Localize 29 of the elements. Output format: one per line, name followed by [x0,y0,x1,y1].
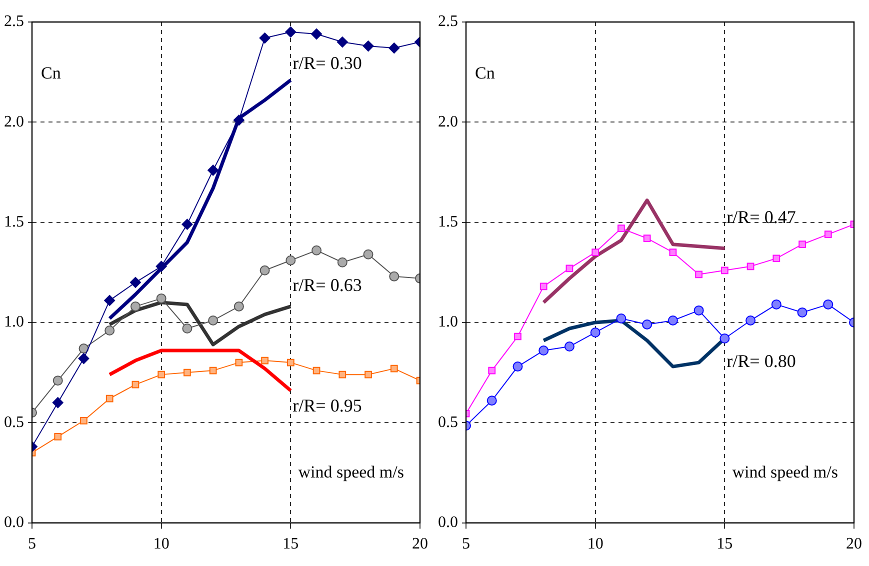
y-tick-label: 2.0 [438,113,458,130]
annotation: r/R= 0.95 [292,395,362,416]
x-tick-label: 10 [153,536,170,553]
y-tick-label: 2.5 [4,13,24,30]
y-tick-label: 2.5 [438,13,458,30]
y-tick-label: 2.0 [4,113,24,130]
x-tick-label: 15 [716,536,733,553]
x-tick-label: 15 [282,536,299,553]
y-tick-label: 0.0 [4,514,24,532]
y-tick-label: 0.5 [438,414,458,431]
x-tick-label: 5 [28,536,36,553]
x-tick-label: 20 [412,536,428,553]
y-tick-label: 1.0 [4,314,24,331]
annotation: r/R= 0.30 [292,52,362,73]
x-axis-title: wind speed m/s [298,462,404,482]
x-axis-title: wind speed m/s [732,462,838,482]
annotation: r/R= 0.47 [726,207,796,228]
annotation: r/R= 0.80 [726,351,796,372]
annotation: r/R= 0.63 [292,275,362,296]
y-tick-label: 1.0 [438,314,458,331]
y-axis-title: Cn [41,63,62,82]
x-tick-label: 20 [846,536,862,553]
y-tick-label: 0.5 [4,414,24,431]
x-tick-label: 5 [462,536,470,553]
y-axis-title: Cn [475,63,496,82]
y-tick-label: 0.0 [438,514,458,532]
x-tick-label: 10 [587,536,604,553]
y-tick-label: 1.5 [438,214,458,231]
y-tick-label: 1.5 [4,214,24,231]
